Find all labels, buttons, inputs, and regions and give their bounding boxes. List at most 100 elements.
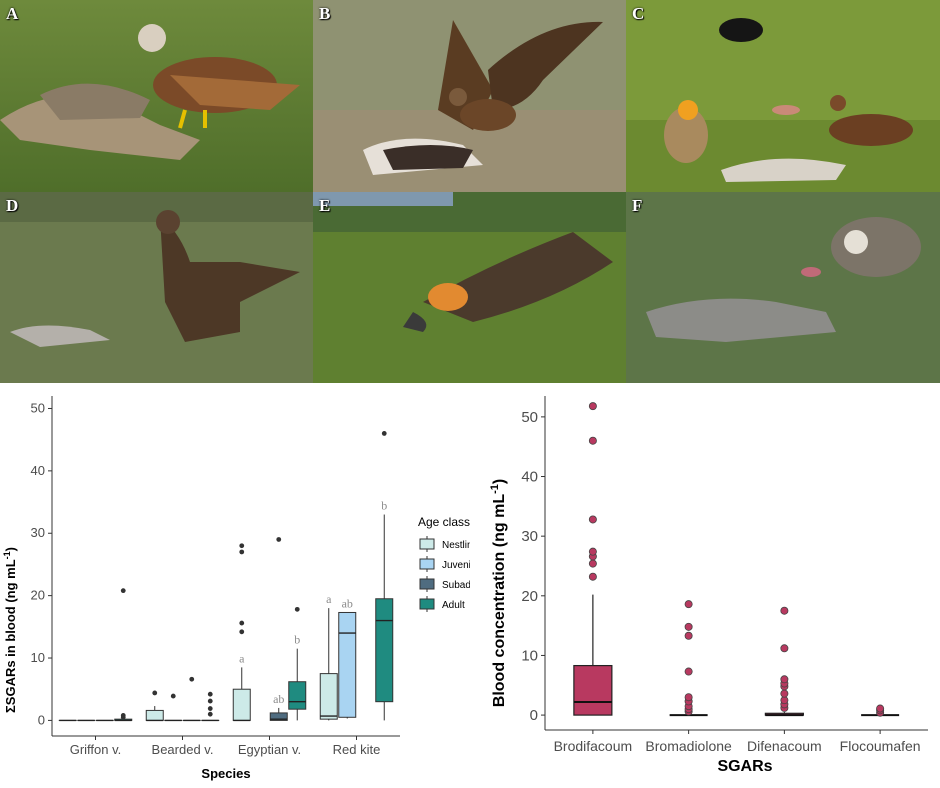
outlier-point bbox=[239, 629, 245, 635]
x-axis-title: SGARs bbox=[717, 758, 772, 775]
outlier-point bbox=[780, 606, 789, 615]
box-difenacoum bbox=[764, 606, 804, 717]
box-bromadiolone bbox=[669, 600, 708, 717]
legend-key bbox=[419, 538, 435, 550]
outlier-point bbox=[239, 549, 245, 555]
significance-letter: b bbox=[294, 633, 300, 647]
y-tick-label: 10 bbox=[521, 647, 538, 664]
y-tick-label: 20 bbox=[521, 588, 538, 605]
outlier-point bbox=[239, 543, 245, 549]
outlier-point bbox=[294, 606, 300, 612]
x-tick-label: Flocoumafen bbox=[840, 738, 921, 754]
y-tick-label: 50 bbox=[521, 409, 538, 426]
significance-letter: a bbox=[239, 651, 245, 665]
outlier-point bbox=[684, 631, 693, 640]
box-adult: b bbox=[375, 431, 394, 721]
photo-panel-f: F bbox=[626, 192, 940, 383]
outlier-point bbox=[588, 572, 597, 581]
photo-panel-e: E bbox=[313, 192, 626, 383]
box-subadult: ab bbox=[269, 537, 288, 721]
x-tick-label: Brodifacoum bbox=[554, 738, 633, 754]
outlier-point bbox=[780, 689, 789, 698]
panel-label: C bbox=[632, 4, 645, 23]
significance-letter: ab bbox=[342, 596, 353, 610]
outlier-point bbox=[152, 690, 158, 696]
outlier-point bbox=[780, 696, 789, 705]
box-body bbox=[232, 688, 251, 721]
panel-label: B bbox=[319, 4, 331, 23]
box-nestling: a bbox=[232, 543, 251, 722]
y-axis-title: ΣSGARs in blood (ng mL-1) bbox=[2, 547, 18, 713]
y-tick-label: 40 bbox=[521, 469, 538, 486]
outlier-point bbox=[588, 547, 597, 556]
box-body bbox=[269, 712, 288, 721]
y-tick-label: 30 bbox=[521, 528, 538, 545]
x-tick-label: Bearded v. bbox=[152, 742, 214, 757]
box-body bbox=[338, 611, 357, 718]
box-subadult bbox=[182, 676, 201, 722]
box-adult bbox=[114, 588, 133, 722]
legend-label: Juvenile bbox=[442, 560, 470, 571]
photo-panel-c: C bbox=[626, 0, 940, 192]
outlier-point bbox=[276, 537, 282, 542]
box-body bbox=[319, 673, 338, 720]
outlier-point bbox=[684, 667, 693, 676]
plot-area bbox=[573, 402, 900, 717]
box-body bbox=[375, 598, 394, 703]
outlier-point bbox=[207, 711, 213, 717]
significance-letter: a bbox=[326, 592, 332, 606]
x-tick-label: Red kite bbox=[333, 742, 381, 757]
outlier-point bbox=[588, 402, 597, 411]
sgar-boxplot: 0 10 20 30 40 50 Brodifacoum Bromadiolone Difena… bbox=[489, 396, 928, 775]
outlier-point bbox=[684, 600, 693, 609]
outlier-point bbox=[588, 436, 597, 445]
panel-label: F bbox=[632, 196, 643, 215]
legend-label: Nestling bbox=[442, 540, 470, 551]
box-adult: b bbox=[288, 606, 307, 721]
outlier-point bbox=[120, 713, 126, 718]
outlier-point bbox=[381, 431, 387, 436]
photo-panel-a: A bbox=[0, 0, 313, 192]
legend-key bbox=[419, 578, 435, 590]
box-juvenile: ab bbox=[338, 596, 357, 719]
outlier-point bbox=[780, 675, 789, 684]
outlier-point bbox=[780, 644, 789, 653]
y-tick-label: 0 bbox=[530, 707, 538, 724]
outlier-point bbox=[207, 698, 213, 704]
outlier-point bbox=[207, 691, 213, 697]
outlier-point bbox=[207, 706, 213, 711]
x-tick-label: Egyptian v. bbox=[238, 742, 301, 757]
outlier-point bbox=[588, 515, 597, 524]
box-body bbox=[573, 664, 613, 716]
x-tick-label: Griffon v. bbox=[70, 742, 122, 757]
box-nestling bbox=[145, 690, 164, 722]
outlier-point bbox=[588, 559, 597, 568]
legend-label: Adult bbox=[442, 600, 465, 611]
axes: 0 10 20 30 40 50 Griffon v. Bearded v. Egyptian … bbox=[31, 396, 400, 757]
x-tick-label: Difenacoum bbox=[747, 738, 822, 754]
panel-label: A bbox=[6, 4, 19, 23]
legend: Age class Nestling Juvenile Subadult Adult bbox=[418, 515, 470, 612]
box-flocoumafen bbox=[861, 704, 900, 717]
box-nestling: a bbox=[319, 592, 338, 721]
significance-letter: b bbox=[381, 499, 387, 513]
y-tick-label: 30 bbox=[31, 525, 45, 540]
photo-panel-d: D bbox=[0, 192, 313, 383]
panel-label: D bbox=[6, 196, 19, 215]
legend-label: Subadult bbox=[442, 580, 470, 591]
y-tick-label: 0 bbox=[38, 712, 45, 727]
x-tick-label: Bromadiolone bbox=[645, 738, 732, 754]
y-tick-label: 10 bbox=[31, 650, 45, 665]
box-juvenile bbox=[164, 693, 183, 722]
outlier-point bbox=[189, 676, 195, 682]
y-axis-title: Blood concentration (ng mL-1) bbox=[489, 479, 508, 707]
box-brodifacoum bbox=[573, 402, 613, 716]
y-tick-label: 50 bbox=[31, 400, 45, 415]
y-tick-label: 20 bbox=[31, 588, 45, 603]
legend-title: Age class bbox=[418, 515, 470, 529]
axes: 0 10 20 30 40 50 Brodifacoum Bromadiolone Difena… bbox=[521, 396, 928, 754]
panel-label: E bbox=[319, 196, 331, 215]
box-body bbox=[288, 681, 307, 710]
